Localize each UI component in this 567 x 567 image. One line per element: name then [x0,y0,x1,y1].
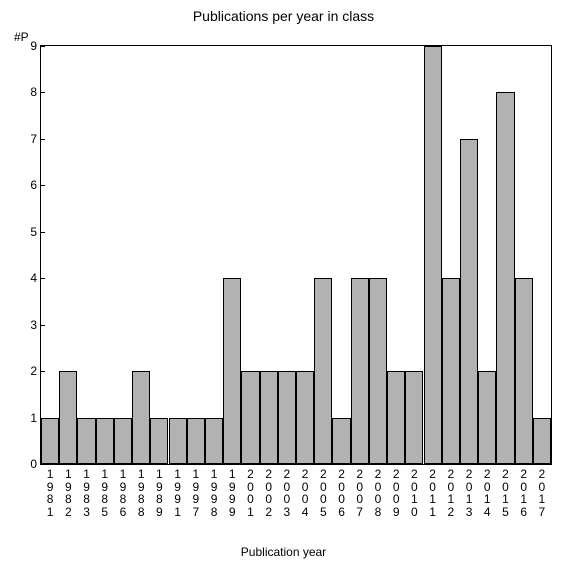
bar [59,371,77,464]
x-tick-label: 2012 [445,468,457,518]
y-tick-mark [40,185,45,186]
x-tick-label: 2014 [481,468,493,518]
bar [351,278,369,464]
bar [187,418,205,464]
x-tick-label: 1985 [99,468,111,518]
bar [278,371,296,464]
x-tick-label: 1982 [62,468,74,518]
y-tick-label: 3 [30,318,37,332]
y-tick-mark [40,232,45,233]
bar [332,418,350,464]
x-tick-label: 2016 [518,468,530,518]
bar [442,278,460,464]
bar [478,371,496,464]
y-tick-label: 7 [30,132,37,146]
y-tick-label: 6 [30,178,37,192]
x-tick-label: 1997 [190,468,202,518]
bar [314,278,332,464]
bar [296,371,314,464]
x-tick-label: 1983 [81,468,93,518]
y-tick-label: 5 [30,225,37,239]
bar [77,418,95,464]
y-tick-mark [40,371,45,372]
y-tick-label: 4 [30,271,37,285]
bar [387,371,405,464]
y-tick-label: 9 [30,39,37,53]
y-tick-label: 0 [30,457,37,471]
y-axis-label: #P [14,30,29,44]
x-tick-label: 2007 [354,468,366,518]
x-tick-label: 2004 [299,468,311,518]
x-tick-label: 1989 [153,468,165,518]
y-tick-mark [40,92,45,93]
chart-title: Publications per year in class [0,8,567,24]
bar [515,278,533,464]
bar [169,418,187,464]
bar [114,418,132,464]
bar [132,371,150,464]
y-tick-label: 8 [30,85,37,99]
x-tick-label: 2017 [536,468,548,518]
bar [223,278,241,464]
y-tick-mark [40,325,45,326]
chart-container: Publications per year in class #P 0 1 2 3 4 5… [0,0,567,567]
x-axis-label: Publication year [0,545,567,559]
x-tick-label: 1999 [226,468,238,518]
plot-area [40,45,552,465]
x-tick-label: 2011 [427,468,439,518]
y-tick-mark [40,464,45,465]
x-tick-label: 2010 [408,468,420,518]
x-tick-label: 2008 [372,468,384,518]
x-tick-label: 2015 [499,468,511,518]
y-tick-mark [40,46,45,47]
bar [150,418,168,464]
x-tick-label: 1998 [208,468,220,518]
bar [460,139,478,464]
y-tick-label: 2 [30,364,37,378]
x-tick-label: 2001 [244,468,256,518]
bar [96,418,114,464]
y-tick-mark [40,418,45,419]
x-tick-label: 1981 [44,468,56,518]
bar [405,371,423,464]
bar [533,418,551,464]
bar [496,92,514,464]
bar [241,371,259,464]
x-tick-label: 1991 [172,468,184,518]
x-tick-label: 2009 [390,468,402,518]
x-tick-label: 2003 [281,468,293,518]
x-tick-label: 2013 [463,468,475,518]
bar [41,418,59,464]
bar [369,278,387,464]
bar [424,46,442,464]
y-tick-mark [40,278,45,279]
x-tick-label: 1988 [135,468,147,518]
x-tick-label: 2006 [336,468,348,518]
x-tick-label: 2002 [263,468,275,518]
y-tick-label: 1 [30,411,37,425]
bar [260,371,278,464]
bar [205,418,223,464]
x-tick-label: 2005 [317,468,329,518]
x-tick-label: 1986 [117,468,129,518]
y-tick-mark [40,139,45,140]
